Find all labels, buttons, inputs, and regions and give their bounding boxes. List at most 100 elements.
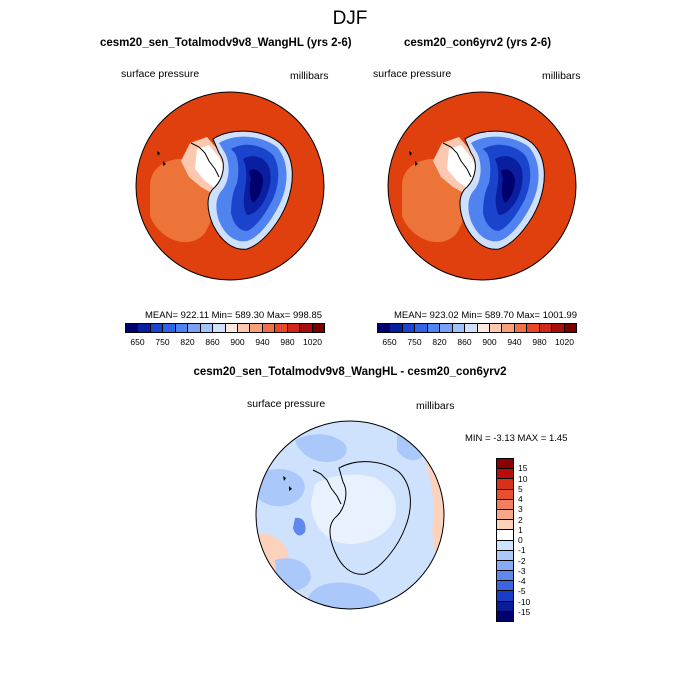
panel-3-colorbar-swatch bbox=[497, 469, 513, 480]
panel-3-colorbar-tick-label: -2 bbox=[518, 555, 526, 566]
panel-1-colorbar-swatch bbox=[287, 324, 301, 332]
panel-3-colorbar-swatch bbox=[497, 489, 513, 500]
panel-2-colorbar-swatch bbox=[477, 324, 490, 332]
panel-2-colorbar bbox=[377, 323, 577, 333]
panel-2-colorbar-tick-label: 650 bbox=[382, 337, 397, 347]
panel-2-stats: MEAN= 923.02 Min= 589.70 Max= 1001.99 bbox=[394, 310, 577, 321]
panel-2-colorbar-swatch bbox=[378, 324, 391, 332]
panel-3-colorbar-tick-label: 4 bbox=[518, 494, 523, 504]
panel-1-colorbar-tick-label: 650 bbox=[130, 337, 145, 347]
panel-2-map bbox=[387, 91, 577, 281]
panel-1-colorbar-ticks: 650 750 820 860 900 940 980 1020 bbox=[125, 337, 325, 349]
panel-1-colorbar-swatch bbox=[225, 324, 238, 332]
panel-3-colorbar-swatch bbox=[497, 601, 513, 612]
panel-2-title: cesm20_con6yrv2 (yrs 2-6) bbox=[404, 37, 552, 49]
panel-3-colorbar-tick-label: 3 bbox=[518, 504, 523, 515]
panel-1-colorbar-swatch bbox=[275, 324, 288, 332]
panel-3-colorbar-swatch bbox=[497, 611, 513, 621]
panel-1-colorbar-swatch bbox=[213, 324, 226, 332]
panel-2-colorbar-tick-label: 820 bbox=[432, 337, 447, 347]
panel-1-colorbar-swatch bbox=[150, 324, 164, 332]
panel-2-colorbar-swatch bbox=[564, 324, 576, 332]
panel-3-colorbar bbox=[496, 458, 514, 622]
panel-1-colorbar-swatch bbox=[200, 324, 214, 332]
panel-2-colorbar-swatch bbox=[465, 324, 478, 332]
panel-3-stats: MIN = -3.13 MAX = 1.45 bbox=[465, 433, 568, 444]
panel-3-colorbar-tick-label: 0 bbox=[518, 535, 523, 545]
panel-3-colorbar-tick-label: 2 bbox=[518, 514, 523, 525]
panel-1-colorbar-tick-label: 980 bbox=[280, 337, 295, 347]
panel-3-colorbar-tick-label: 5 bbox=[518, 483, 523, 494]
panel-1-colorbar-swatch bbox=[163, 324, 176, 332]
panel-2-colorbar-tick-label: 750 bbox=[407, 337, 422, 347]
panel-3-colorbar-tick-label: -10 bbox=[518, 596, 531, 607]
panel-3-colorbar-tick-label: -3 bbox=[518, 565, 526, 576]
panel-3-colorbar-tick-label: -5 bbox=[518, 586, 526, 597]
panel-2-colorbar-swatch bbox=[502, 324, 515, 332]
panel-2-colorbar-tick-label: 1020 bbox=[555, 337, 574, 347]
panel-2-colorbar-tick-label: 980 bbox=[532, 337, 547, 347]
panel-1-colorbar-tick-label: 1020 bbox=[303, 337, 322, 347]
panel-1-variable-label: surface pressure bbox=[121, 68, 200, 80]
panel-2-colorbar-swatch bbox=[440, 324, 453, 332]
panel-3-title: cesm20_sen_Totalmodv9v8_WangHL - cesm20_… bbox=[193, 366, 507, 378]
panel-3-colorbar-tick-label: -1 bbox=[518, 545, 526, 556]
panel-1-map bbox=[135, 91, 325, 281]
panel-2-colorbar-swatch bbox=[415, 324, 428, 332]
panel-3-colorbar-tick-label: 1 bbox=[518, 524, 523, 535]
panel-2-colorbar-swatch bbox=[489, 324, 503, 332]
panel-2-units-label: millibars bbox=[542, 70, 581, 82]
panel-2-colorbar-swatch bbox=[527, 324, 540, 332]
panel-1-colorbar-tick-label: 940 bbox=[255, 337, 270, 347]
panel-2-variable-label: surface pressure bbox=[373, 68, 452, 80]
panel-3-colorbar-swatch bbox=[497, 509, 513, 521]
panel-3-colorbar-swatch bbox=[497, 459, 513, 470]
panel-3-colorbar-swatch bbox=[497, 591, 513, 602]
panel-3-colorbar-swatch bbox=[497, 581, 513, 592]
figure-title: DJF bbox=[332, 8, 368, 29]
panel-1-colorbar-swatch bbox=[312, 324, 324, 332]
panel-1-colorbar-swatch bbox=[250, 324, 263, 332]
panel-1-colorbar-swatch bbox=[126, 324, 139, 332]
panel-1-colorbar-tick-label: 860 bbox=[205, 337, 220, 347]
panel-3-colorbar-swatch bbox=[497, 520, 513, 531]
panel-1-colorbar-swatch bbox=[262, 324, 276, 332]
panel-1-colorbar-swatch bbox=[175, 324, 189, 332]
panel-3-colorbar-ticks: 15 10 5 4 3 2 1 0 -1 -2 -3 -4 -5 -10 -15 bbox=[518, 458, 548, 622]
panel-1-colorbar-tick-label: 820 bbox=[180, 337, 195, 347]
panel-1-colorbar-tick-label: 900 bbox=[230, 337, 245, 347]
panel-1-units-label: millibars bbox=[290, 70, 329, 82]
panel-2-colorbar-ticks: 650 750 820 860 900 940 980 1020 bbox=[377, 337, 577, 349]
panel-2-colorbar-tick-label: 860 bbox=[457, 337, 472, 347]
panel-2-colorbar-swatch bbox=[452, 324, 466, 332]
panel-1-colorbar-swatch bbox=[300, 324, 313, 332]
panel-3-colorbar-swatch bbox=[497, 530, 513, 541]
panel-2-colorbar-swatch bbox=[390, 324, 403, 332]
panel-3-colorbar-tick-label: 10 bbox=[518, 473, 528, 484]
panel-3-colorbar-swatch bbox=[497, 540, 513, 551]
panel-3-colorbar-tick-label: -15 bbox=[518, 606, 531, 617]
panel-1-colorbar-swatch bbox=[138, 324, 151, 332]
panel-2-colorbar-swatch bbox=[427, 324, 441, 332]
panel-2-colorbar-swatch bbox=[552, 324, 565, 332]
panel-1-title: cesm20_sen_Totalmodv9v8_WangHL (yrs 2-6) bbox=[100, 37, 352, 49]
panel-3-units-label: millibars bbox=[416, 400, 455, 412]
panel-3-colorbar-tick-label: -4 bbox=[518, 576, 526, 586]
panel-2-colorbar-swatch bbox=[514, 324, 528, 332]
panel-1-colorbar-tick-label: 750 bbox=[155, 337, 170, 347]
panel-3-colorbar-swatch bbox=[497, 560, 513, 572]
panel-2-colorbar-tick-label: 940 bbox=[507, 337, 522, 347]
panel-2-colorbar-tick-label: 900 bbox=[482, 337, 497, 347]
panel-3-colorbar-swatch bbox=[497, 479, 513, 490]
panel-1-colorbar-swatch bbox=[237, 324, 251, 332]
panel-3-variable-label: surface pressure bbox=[247, 398, 326, 410]
panel-3-colorbar-swatch bbox=[497, 499, 513, 510]
panel-2-colorbar-swatch bbox=[402, 324, 416, 332]
panel-3-map bbox=[255, 420, 445, 610]
panel-3-colorbar-tick-label: 15 bbox=[518, 463, 528, 474]
panel-2-colorbar-swatch bbox=[539, 324, 553, 332]
panel-1-colorbar-swatch bbox=[188, 324, 201, 332]
panel-1-stats: MEAN= 922.11 Min= 589.30 Max= 998.85 bbox=[145, 310, 323, 321]
panel-1-colorbar bbox=[125, 323, 325, 333]
panel-3-colorbar-swatch bbox=[497, 550, 513, 561]
